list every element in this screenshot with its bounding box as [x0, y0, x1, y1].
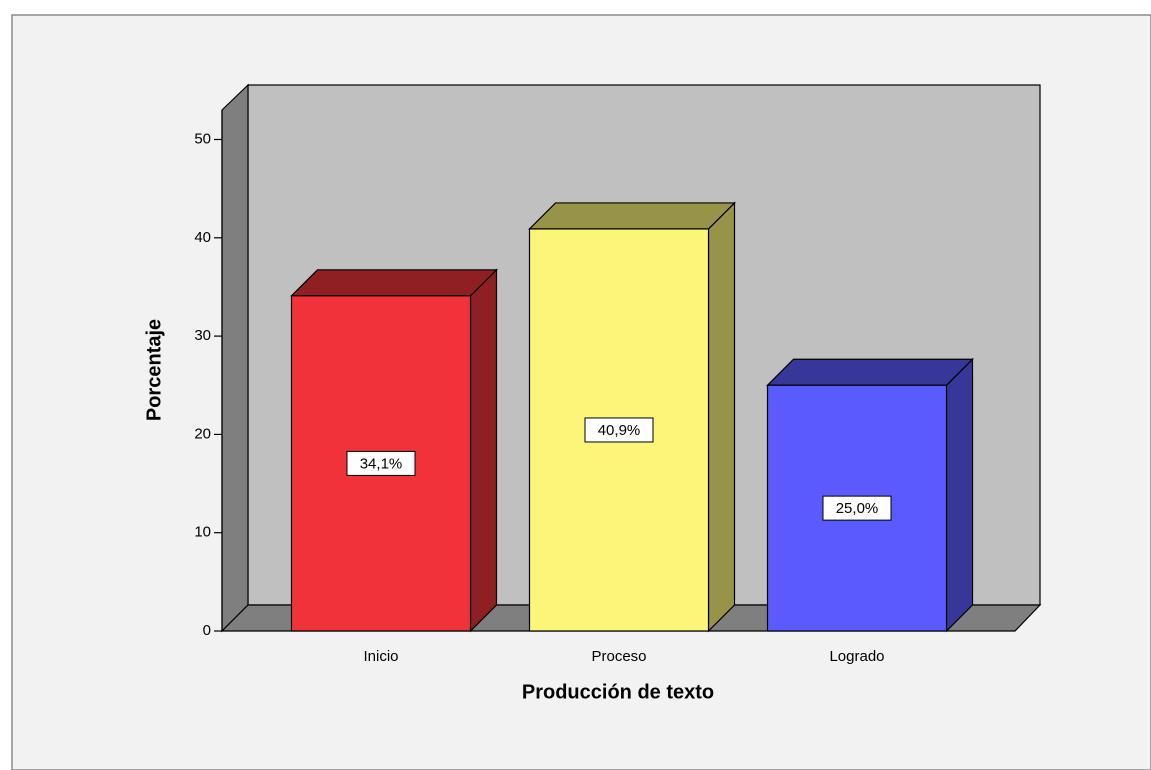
y-tick-label: 20: [194, 425, 211, 442]
value-label-box: [346, 450, 416, 476]
x-tick-label: Inicio: [363, 648, 398, 665]
value-label-box: [584, 417, 654, 443]
y-tick-label: 0: [203, 622, 211, 639]
bar-top: [528, 202, 736, 230]
x-axis-title: Producción de texto: [522, 681, 714, 703]
y-axis-title: Porcentaje: [143, 319, 165, 421]
x-tick-label: Logrado: [829, 648, 884, 665]
y-tick-label: 40: [194, 229, 211, 246]
bar-side: [707, 201, 736, 633]
bar-side: [945, 357, 974, 633]
y-tick-label: 10: [194, 524, 211, 541]
value-label-box: [822, 495, 892, 521]
y-tick-label: 50: [194, 130, 211, 147]
x-tick-label: Proceso: [591, 648, 646, 665]
y-tick-label: 30: [194, 327, 211, 344]
side-wall: [221, 83, 249, 633]
bar-side: [469, 268, 498, 633]
value-label: 25,0%: [836, 500, 879, 517]
value-label: 40,9%: [598, 422, 641, 439]
bar: [528, 228, 710, 632]
bar-top: [766, 358, 974, 386]
bar-top: [290, 269, 498, 297]
value-label: 34,1%: [360, 455, 403, 472]
